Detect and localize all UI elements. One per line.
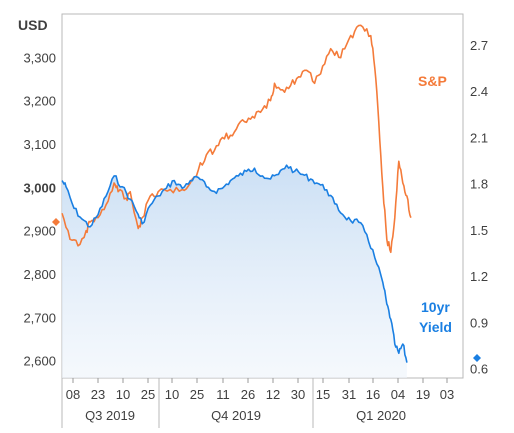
yield-series-label-line2: Yield bbox=[419, 319, 452, 335]
quarter-label: Q1 2020 bbox=[356, 408, 406, 423]
sp-latest-marker bbox=[52, 218, 60, 226]
yield-area bbox=[62, 165, 407, 378]
left-tick-label: 2,600 bbox=[23, 354, 56, 369]
series-layer bbox=[52, 24, 481, 378]
x-tick-label: 04 bbox=[391, 387, 405, 402]
right-axis: 0.6 0.9 1.2 1.5 1.8 2.1 2.4 2.7 bbox=[470, 38, 488, 377]
right-tick-label: 0.6 bbox=[470, 362, 488, 377]
x-tick-label: 15 bbox=[316, 387, 330, 402]
x-tick-label: 11 bbox=[216, 387, 230, 402]
sp-line bbox=[61, 24, 412, 254]
quarter-axis: Q3 2019 Q4 2019 Q1 2020 bbox=[61, 378, 406, 428]
x-tick-label: 30 bbox=[291, 387, 305, 402]
left-tick-label: 2,900 bbox=[23, 224, 56, 239]
x-tick-label: 25 bbox=[141, 387, 155, 402]
right-tick-label: 2.7 bbox=[470, 38, 488, 53]
x-tick-label: 10 bbox=[165, 387, 179, 402]
quarter-label: Q4 2019 bbox=[211, 408, 261, 423]
x-tick-label: 26 bbox=[241, 387, 255, 402]
yield-latest-marker bbox=[473, 353, 481, 362]
right-tick-label: 0.9 bbox=[470, 315, 488, 330]
x-tick-label: 03 bbox=[440, 387, 454, 402]
left-tick-label: 2,800 bbox=[23, 267, 56, 282]
x-tick-label: 31 bbox=[342, 387, 356, 402]
left-tick-label: 3,200 bbox=[23, 94, 56, 109]
unit-label: USD bbox=[18, 17, 48, 33]
left-tick-label: 3,100 bbox=[23, 137, 56, 152]
left-tick-label: 2,700 bbox=[23, 310, 56, 325]
right-tick-label: 1.8 bbox=[470, 177, 488, 192]
x-tick-label: 25 bbox=[190, 387, 204, 402]
left-tick-label: 3,300 bbox=[23, 50, 56, 65]
quarter-label: Q3 2019 bbox=[85, 408, 135, 423]
x-axis: 08 23 10 25 10 25 11 26 12 30 15 31 16 04 19 03 bbox=[66, 378, 454, 402]
x-tick-label: 10 bbox=[116, 387, 130, 402]
right-tick-label: 1.2 bbox=[470, 269, 488, 284]
x-tick-label: 08 bbox=[66, 387, 80, 402]
yield-line bbox=[61, 164, 408, 363]
left-axis: 2,600 2,700 2,800 2,900 3,000 3,100 3,200 3,300 bbox=[23, 50, 56, 368]
yield-series-label-line1: 10yr bbox=[421, 299, 450, 315]
sp-series-label: S&P bbox=[418, 73, 447, 89]
left-tick-label: 3,000 bbox=[23, 180, 56, 195]
x-tick-label: 23 bbox=[91, 387, 105, 402]
x-tick-label: 16 bbox=[366, 387, 380, 402]
right-tick-label: 2.1 bbox=[470, 130, 488, 145]
right-tick-label: 2.4 bbox=[470, 84, 488, 99]
x-tick-label: 19 bbox=[416, 387, 430, 402]
right-tick-label: 1.5 bbox=[470, 223, 488, 238]
x-tick-label: 12 bbox=[266, 387, 280, 402]
